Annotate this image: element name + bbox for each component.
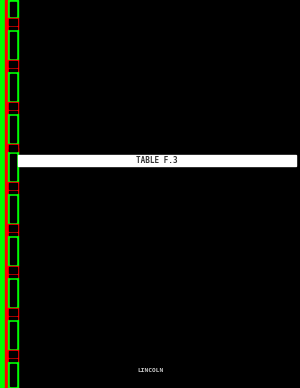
Bar bbox=[10, 74, 16, 100]
Bar bbox=[9, 359, 17, 361]
Bar bbox=[10, 32, 16, 58]
Text: TABLE F.3: TABLE F.3 bbox=[136, 156, 178, 165]
Bar bbox=[8, 224, 18, 232]
Bar bbox=[9, 275, 17, 277]
Bar bbox=[9, 225, 17, 231]
Bar bbox=[9, 309, 17, 315]
Bar bbox=[8, 102, 18, 110]
Bar bbox=[9, 61, 17, 67]
Bar bbox=[8, 274, 18, 278]
Bar bbox=[8, 110, 18, 114]
Bar bbox=[8, 152, 18, 182]
Bar bbox=[10, 238, 16, 264]
Bar bbox=[8, 30, 18, 60]
Bar bbox=[8, 320, 18, 350]
Bar bbox=[5, 0, 8, 388]
Bar bbox=[9, 111, 17, 113]
Bar bbox=[8, 60, 18, 68]
Bar bbox=[8, 362, 18, 388]
Bar bbox=[8, 236, 18, 266]
Bar bbox=[8, 26, 18, 30]
Bar bbox=[10, 322, 16, 348]
Bar bbox=[9, 103, 17, 109]
Bar bbox=[8, 68, 18, 72]
Bar bbox=[8, 0, 18, 18]
Bar bbox=[18, 155, 296, 166]
Bar bbox=[9, 149, 17, 151]
Bar bbox=[8, 114, 18, 144]
Bar bbox=[0, 0, 5, 388]
Bar bbox=[10, 154, 16, 180]
Bar bbox=[10, 196, 16, 222]
Bar bbox=[10, 116, 16, 142]
Bar bbox=[9, 27, 17, 29]
Bar bbox=[9, 191, 17, 193]
Bar bbox=[9, 69, 17, 71]
Bar bbox=[9, 267, 17, 273]
Bar bbox=[8, 266, 18, 274]
Text: LINCOLN: LINCOLN bbox=[137, 367, 163, 372]
Bar bbox=[8, 278, 18, 308]
Bar bbox=[8, 148, 18, 152]
Bar bbox=[8, 194, 18, 224]
Bar bbox=[8, 358, 18, 362]
Bar bbox=[10, 2, 16, 16]
Bar bbox=[9, 183, 17, 189]
Bar bbox=[8, 182, 18, 190]
Bar bbox=[8, 72, 18, 102]
Bar bbox=[9, 317, 17, 319]
Bar bbox=[8, 316, 18, 320]
Bar bbox=[10, 280, 16, 306]
Bar bbox=[8, 18, 18, 26]
Bar bbox=[8, 144, 18, 152]
Bar bbox=[8, 350, 18, 358]
Bar bbox=[9, 233, 17, 235]
Bar bbox=[9, 145, 17, 151]
Bar bbox=[9, 19, 17, 25]
Bar bbox=[8, 308, 18, 316]
Bar bbox=[9, 351, 17, 357]
Bar bbox=[8, 190, 18, 194]
Bar bbox=[8, 232, 18, 236]
Bar bbox=[10, 364, 16, 386]
